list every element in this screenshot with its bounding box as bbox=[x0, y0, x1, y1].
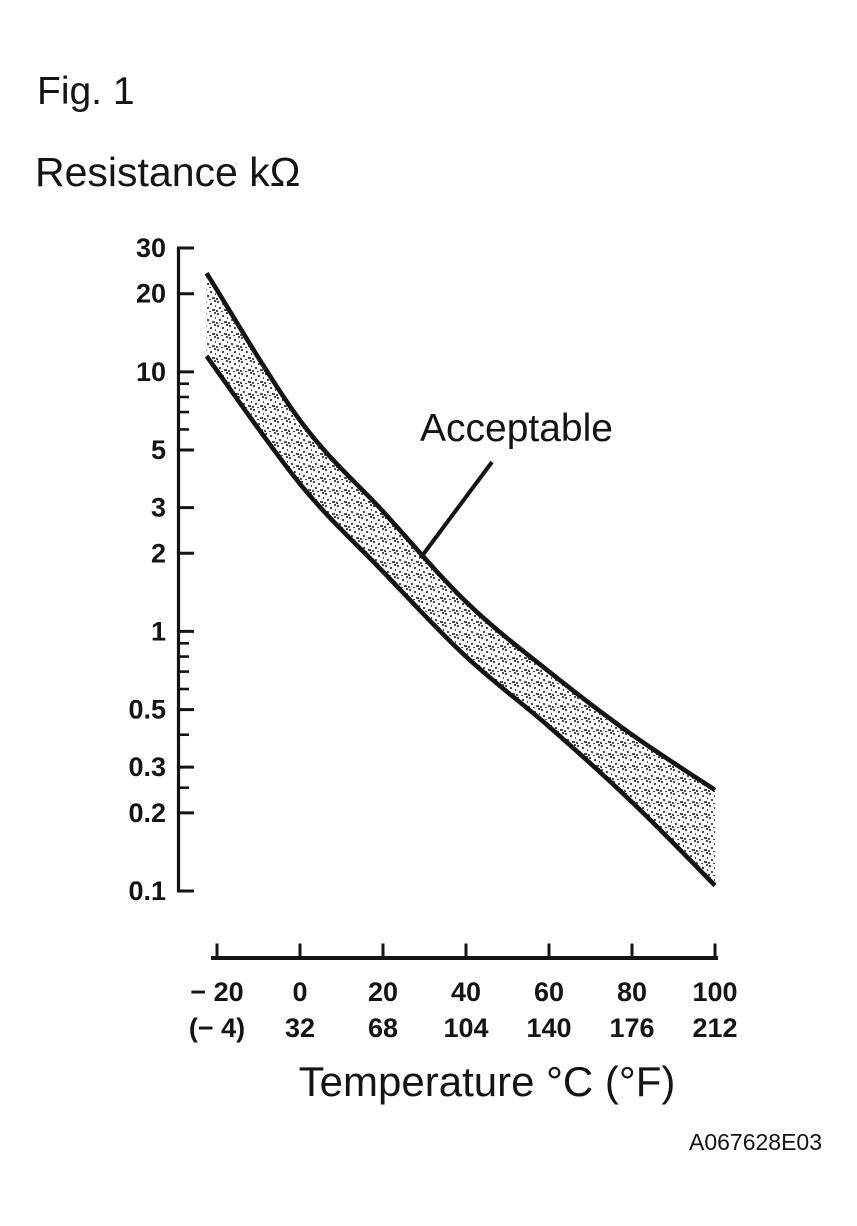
y-tick-label-5: 5 bbox=[151, 435, 166, 465]
x-tick-label-fahrenheit-20: 68 bbox=[368, 1013, 398, 1043]
x-tick-label-celsius--20: − 20 bbox=[190, 977, 243, 1007]
x-tick-label-fahrenheit-40: 104 bbox=[443, 1013, 488, 1043]
x-tick-label-celsius-20: 20 bbox=[368, 977, 398, 1007]
y-tick-label-3: 3 bbox=[151, 493, 166, 523]
x-tick-label-celsius-0: 0 bbox=[292, 977, 307, 1007]
x-tick-label-fahrenheit-100: 212 bbox=[692, 1013, 737, 1043]
y-tick-label-0.1: 0.1 bbox=[128, 876, 166, 906]
acceptable-annotation-label: Acceptable bbox=[420, 407, 613, 450]
y-tick-label-0.2: 0.2 bbox=[128, 798, 166, 828]
acceptable-band bbox=[206, 273, 715, 886]
x-axis-title: Temperature °C (°F) bbox=[298, 1058, 676, 1105]
y-tick-label-10: 10 bbox=[136, 357, 166, 387]
y-tick-label-30: 30 bbox=[136, 233, 166, 263]
x-tick-label-fahrenheit-0: 32 bbox=[285, 1013, 315, 1043]
figure-reference-code: A067628E03 bbox=[688, 1129, 822, 1155]
y-tick-label-0.5: 0.5 bbox=[128, 695, 166, 725]
x-tick-label-celsius-60: 60 bbox=[534, 977, 564, 1007]
y-axis-title: Resistance kΩ bbox=[35, 149, 301, 195]
upper-limit-curve bbox=[204, 271, 717, 792]
x-tick-label-celsius-100: 100 bbox=[692, 977, 737, 1007]
y-tick-label-2: 2 bbox=[151, 538, 166, 568]
y-tick-label-0.3: 0.3 bbox=[128, 752, 166, 782]
x-tick-label-fahrenheit-60: 140 bbox=[526, 1013, 571, 1043]
figure-number: Fig. 1 bbox=[37, 70, 135, 113]
y-tick-label-1: 1 bbox=[151, 616, 166, 646]
x-tick-label-celsius-40: 40 bbox=[451, 977, 481, 1007]
x-tick-label-celsius-80: 80 bbox=[617, 977, 647, 1007]
x-tick-label-fahrenheit-80: 176 bbox=[609, 1013, 654, 1043]
lower-limit-curve bbox=[204, 354, 717, 888]
x-tick-label-fahrenheit--20: (− 4) bbox=[189, 1013, 245, 1043]
acceptable-pointer-line bbox=[418, 460, 494, 560]
y-tick-label-20: 20 bbox=[136, 279, 166, 309]
